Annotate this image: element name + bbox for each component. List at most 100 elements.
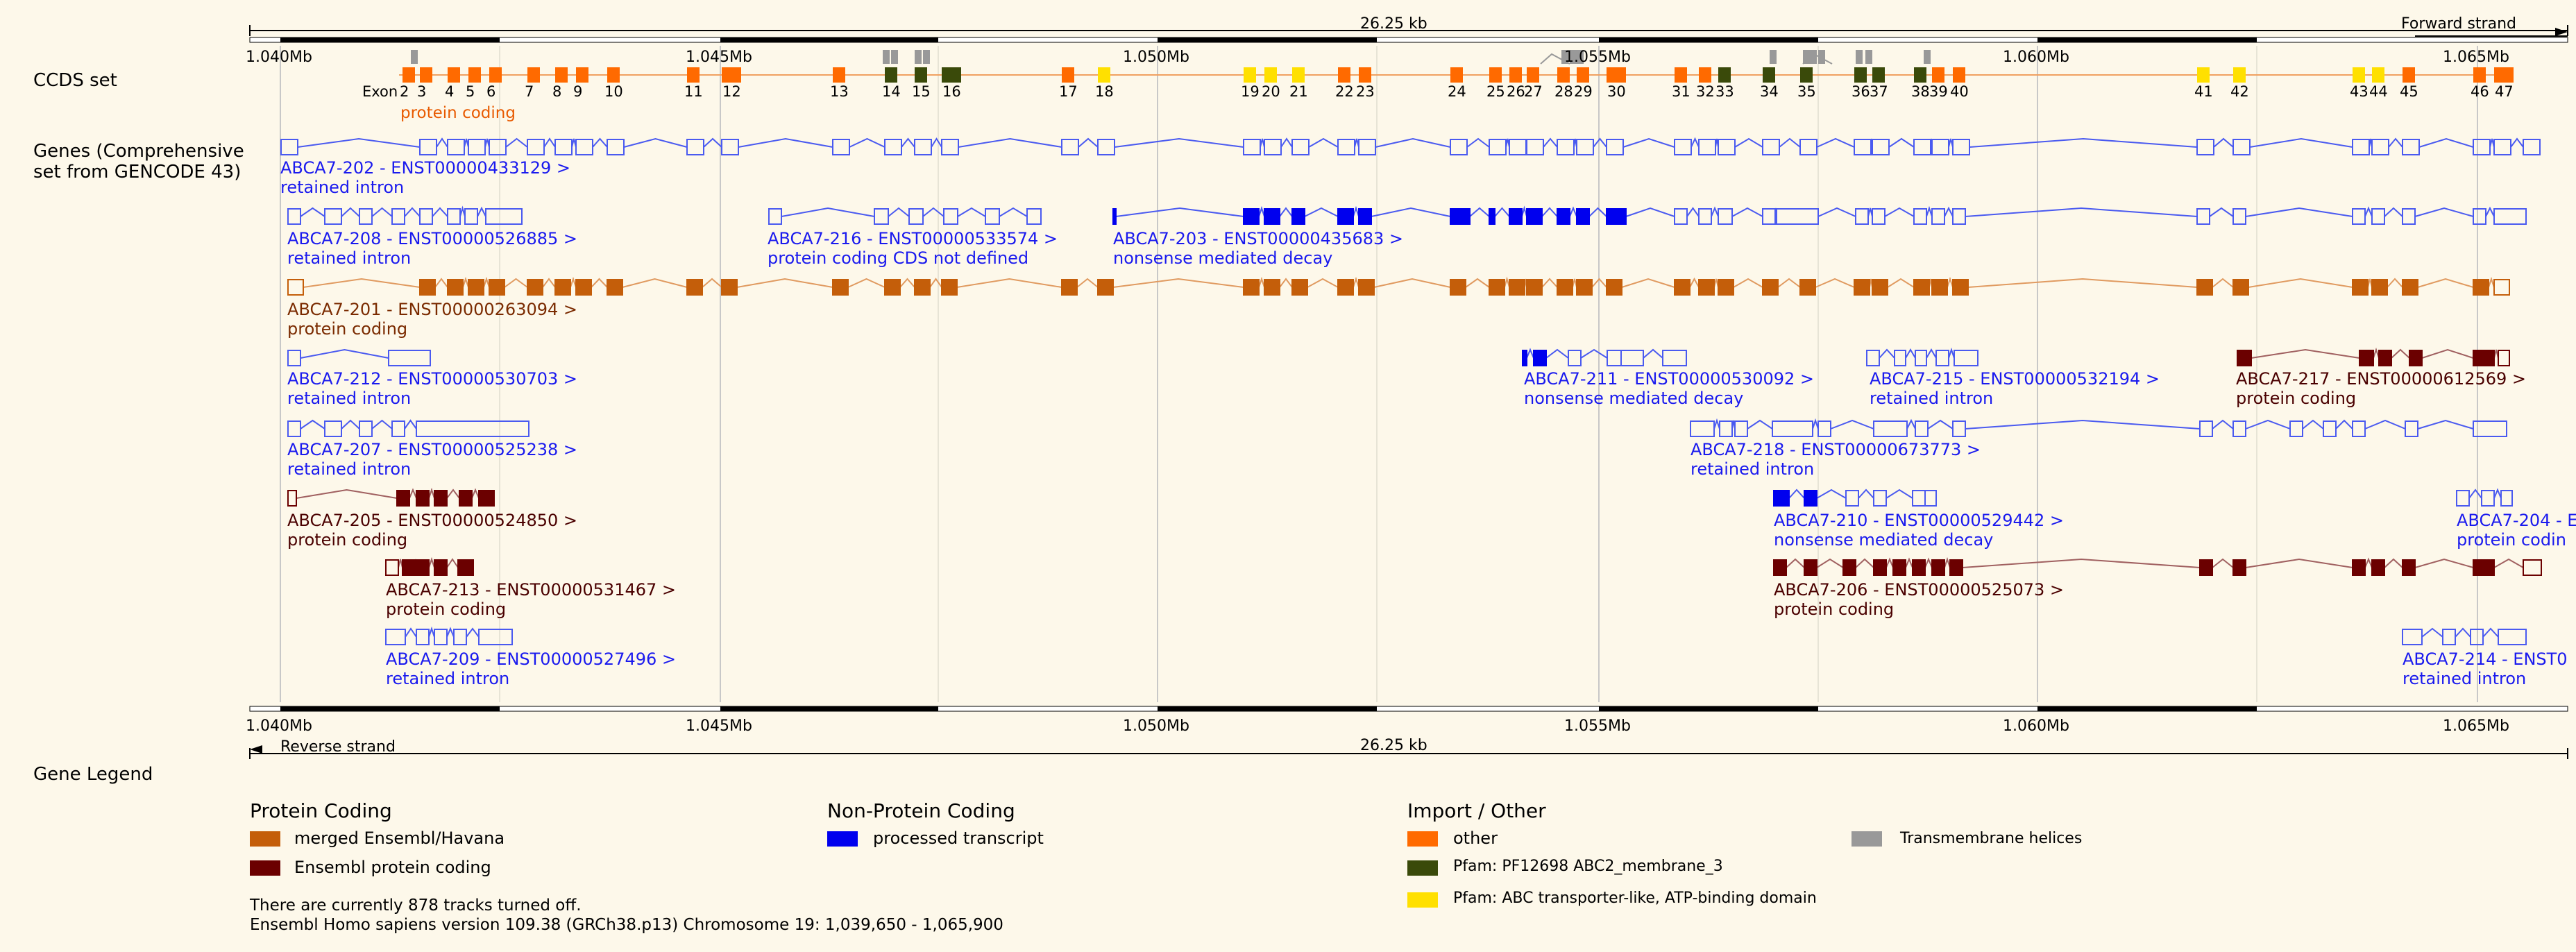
transcript-name[interactable]: ABCA7-217 - ENST00000612569 > [2236, 369, 2527, 389]
transcript-name[interactable]: ABCA7-207 - ENST00000525238 > [287, 440, 578, 459]
exon [1872, 279, 1888, 296]
transcript-name[interactable]: ABCA7-215 - ENST00000532194 > [1870, 369, 2160, 389]
transcript-name[interactable]: ABCA7-204 - E [2457, 511, 2576, 530]
exon [1854, 279, 1870, 296]
exon [287, 279, 304, 296]
intron [2213, 137, 2234, 148]
transcript-model[interactable] [1690, 418, 2507, 437]
transcript-name[interactable]: ABCA7-213 - ENST00000531467 > [386, 580, 677, 600]
exon [416, 629, 430, 645]
intron [1526, 348, 1534, 359]
ccds-exon-number: 33 [1715, 83, 1734, 100]
intron [849, 137, 886, 148]
transcript-model[interactable] [287, 419, 529, 437]
ccds-exon-15 [915, 67, 927, 83]
ccds-exon-number: 39 [1929, 83, 1948, 100]
transcript-model[interactable] [2237, 347, 2510, 366]
intron [570, 276, 577, 288]
transcript-model[interactable] [287, 276, 2510, 296]
transcript-name[interactable]: ABCA7-216 - ENST00000533574 > [768, 229, 1058, 248]
ccds-exon-16 [942, 67, 961, 83]
transcript-name[interactable]: ABCA7-208 - ENST00000526885 > [287, 229, 578, 248]
intron [1926, 205, 1933, 217]
exon [1776, 208, 1819, 225]
transcript-name[interactable]: ABCA7-211 - ENST00000530092 > [1524, 369, 1815, 389]
transcript-name[interactable]: ABCA7-203 - ENST00000435683 > [1113, 229, 1404, 248]
exon [2473, 420, 2507, 437]
transcript-name[interactable]: ABCA7-202 - ENST00000433129 > [280, 158, 571, 178]
exon [575, 139, 593, 155]
transcript-model[interactable] [2402, 627, 2527, 645]
ccds-exon-34 [1763, 67, 1775, 83]
transcript-name[interactable]: ABCA7-201 - ENST00000263094 > [287, 300, 578, 319]
ccds-exon-number: 13 [830, 83, 849, 100]
exon [1845, 490, 1859, 507]
transcript-name[interactable]: ABCA7-210 - ENST00000529442 > [1774, 511, 2065, 530]
intron [466, 627, 480, 638]
exon [527, 279, 543, 296]
intron [1967, 278, 2198, 288]
forward-strand-label: Forward strand [2401, 15, 2516, 33]
transcript-name[interactable]: ABCA7-214 - ENST0 [2403, 649, 2568, 669]
intron [1115, 207, 1244, 217]
transcript-model[interactable] [1522, 348, 1687, 366]
exon [1698, 208, 1712, 225]
ccds-exon-35 [1800, 67, 1813, 83]
exon [1662, 350, 1687, 366]
exon [1931, 279, 1948, 296]
transcript-model[interactable] [385, 556, 474, 576]
transcript-model[interactable] [280, 137, 2541, 155]
transcript-name[interactable]: ABCA7-206 - ENST00000525073 > [1774, 580, 2065, 600]
exon [1358, 208, 1372, 225]
ccds-track-label[interactable]: CCDS set [33, 70, 117, 91]
exon [941, 139, 959, 155]
exon [2196, 139, 2214, 155]
transcript-model[interactable] [2456, 488, 2513, 507]
transcript-name[interactable]: ABCA7-209 - ENST00000527496 > [386, 649, 677, 669]
intron [2493, 558, 2524, 568]
tracks-off-note[interactable]: There are currently 878 tracks turned of… [250, 896, 582, 915]
intron [1948, 347, 1955, 359]
genes-track-label[interactable]: Genes (Comprehensive set from GENCODE 43… [33, 141, 244, 182]
transcript-model[interactable] [768, 207, 1042, 225]
intron [1580, 348, 1608, 359]
exon [2405, 420, 2418, 437]
exon [1872, 208, 1886, 225]
exon [1526, 139, 1544, 155]
top-tick-label: 1.065Mb [2443, 49, 2509, 66]
ccds-transcript[interactable] [399, 50, 2514, 83]
ccds-exon-number: 18 [1095, 83, 1114, 100]
exon [287, 420, 301, 437]
legend-swatch-pfam-atp [1407, 892, 1438, 908]
exon [1291, 208, 1305, 225]
exon [2409, 350, 2423, 366]
transcript-model[interactable] [287, 348, 431, 366]
transcript-name[interactable]: ABCA7-218 - ENST00000673773 > [1690, 440, 1981, 459]
intron [1465, 278, 1490, 288]
ccds-exon-number: 3 [417, 83, 427, 100]
intron [592, 137, 608, 148]
intron [471, 488, 480, 499]
transcript-name[interactable]: ABCA7-212 - ENST00000530703 > [287, 369, 578, 389]
intron [1541, 207, 1558, 217]
legend-swatch-processed [827, 831, 858, 847]
transcript-model[interactable] [1773, 488, 1937, 507]
intron [1816, 558, 1844, 568]
exon [1690, 420, 1715, 437]
intron [1541, 278, 1558, 288]
intron [505, 137, 528, 148]
ccds-exon-30 [1607, 67, 1626, 83]
exon [832, 279, 849, 296]
intron [1965, 419, 2201, 430]
intron [622, 278, 688, 288]
transcript-model[interactable] [1866, 347, 1978, 366]
transcript-model[interactable] [287, 487, 495, 507]
transcript-model[interactable] [1773, 556, 2542, 576]
intron [2245, 207, 2353, 217]
transcript-name[interactable]: ABCA7-205 - ENST00000524850 > [287, 511, 578, 530]
transcript-model[interactable] [1112, 205, 2527, 225]
transcript-model[interactable] [385, 626, 513, 645]
ccds-exon-number: 16 [942, 83, 961, 100]
ccds-biotype: protein coding [400, 104, 516, 122]
transcript-model[interactable] [287, 205, 523, 225]
